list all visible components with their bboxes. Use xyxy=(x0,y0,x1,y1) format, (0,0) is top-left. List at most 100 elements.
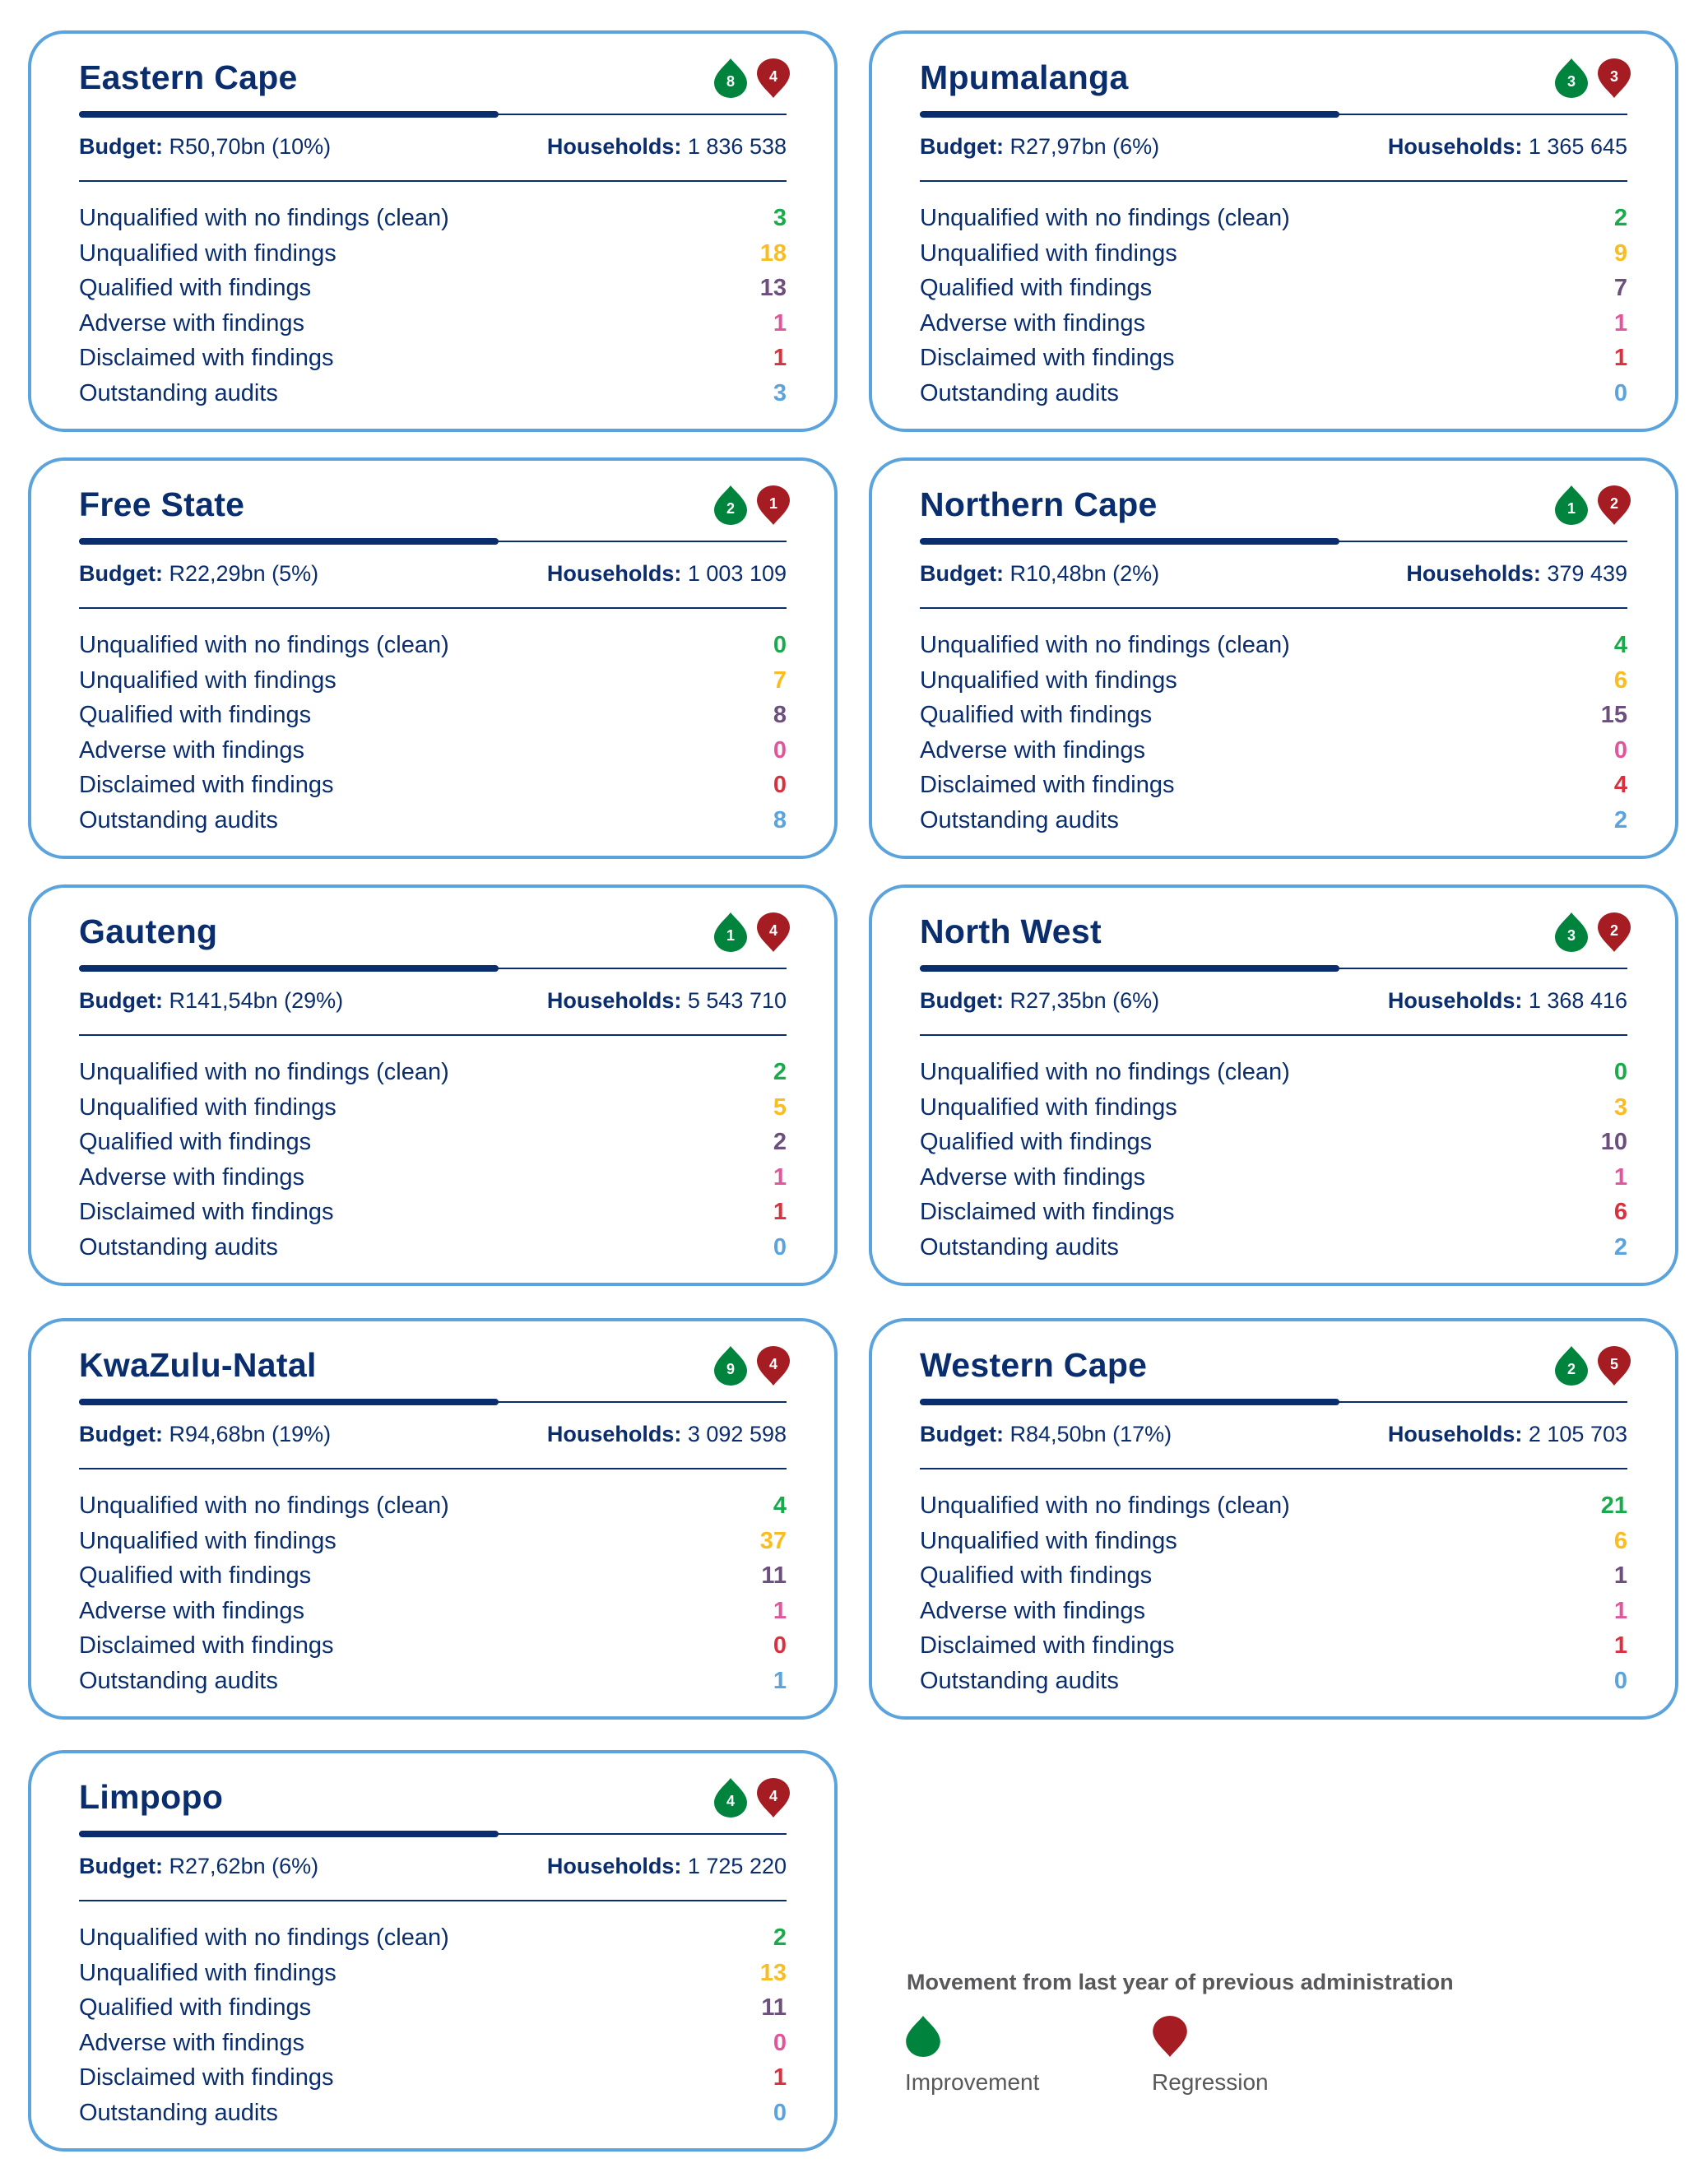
budget-value: R22,29bn (5%) xyxy=(169,561,319,586)
audit-row-label: Disclaimed with findings xyxy=(920,1632,1175,1660)
improvement-count: 8 xyxy=(726,73,735,90)
province-card-mpumalanga: Mpumalanga 3 3 Budget: R27,97bn (6%) Hou… xyxy=(869,30,1678,432)
audit-row-value: 2 xyxy=(1613,205,1627,231)
audit-row-label: Outstanding audits xyxy=(79,2099,278,2126)
title-underline xyxy=(79,538,499,545)
audit-row: Disclaimed with findings 4 xyxy=(920,768,1627,803)
audit-row: Outstanding audits 2 xyxy=(920,803,1627,838)
audit-row-value: 0 xyxy=(773,2099,787,2126)
improvement-badge: 2 xyxy=(1555,1346,1588,1386)
budget: Budget: R84,50bn (17%) xyxy=(920,1422,1172,1447)
province-title: Western Cape xyxy=(920,1346,1148,1384)
audit-row-value: 0 xyxy=(1613,736,1627,764)
audit-row: Disclaimed with findings 1 xyxy=(79,2060,787,2096)
budget: Budget: R27,97bn (6%) xyxy=(920,134,1159,160)
audit-row: Unqualified with findings 13 xyxy=(79,1956,787,1991)
province-card-northern-cape: Northern Cape 1 2 Budget: R10,48bn (2%) … xyxy=(869,457,1678,859)
audit-row-label: Qualified with findings xyxy=(79,275,312,302)
audit-row-label: Qualified with findings xyxy=(920,1129,1153,1156)
audit-row-value: 6 xyxy=(1613,666,1627,694)
audit-row-value: 4 xyxy=(1613,632,1627,658)
budget-households: Budget: R22,29bn (5%) Households: 1 003 … xyxy=(79,561,787,587)
regression-count: 4 xyxy=(768,922,777,939)
audit-outcomes: Unqualified with no findings (clean) 0 U… xyxy=(79,628,787,838)
budget-households: Budget: R27,35bn (6%) Households: 1 368 … xyxy=(920,988,1627,1014)
audit-row-value: 0 xyxy=(773,2029,787,2056)
teardrop-up-icon xyxy=(1555,485,1588,525)
audit-row: Unqualified with no findings (clean) 2 xyxy=(79,1055,787,1090)
households-label: Households: xyxy=(546,134,682,159)
audit-row-label: Disclaimed with findings xyxy=(920,772,1175,799)
audit-row: Qualified with findings 10 xyxy=(920,1125,1627,1160)
audit-row-value: 4 xyxy=(773,1493,787,1519)
audit-row: Unqualified with findings 18 xyxy=(79,236,787,272)
audit-row: Adverse with findings 0 xyxy=(920,733,1627,768)
households-label: Households: xyxy=(546,988,682,1013)
movement-badges: 8 4 xyxy=(714,58,790,98)
legend-improvement: Improvement xyxy=(905,2016,1039,2096)
audit-row-value: 0 xyxy=(773,736,787,764)
households-value: 3 092 598 xyxy=(687,1422,787,1446)
households: Households: 1 725 220 xyxy=(547,1854,787,1879)
audit-row: Unqualified with no findings (clean) 0 xyxy=(79,628,787,663)
audit-row-label: Unqualified with findings xyxy=(79,1093,336,1121)
budget-households: Budget: R141,54bn (29%) Households: 5 54… xyxy=(79,988,787,1014)
audit-row-label: Qualified with findings xyxy=(79,1129,312,1156)
audit-row: Outstanding audits 2 xyxy=(920,1230,1627,1265)
teardrop-up-icon xyxy=(714,58,747,98)
audit-row: Unqualified with findings 6 xyxy=(920,663,1627,699)
regression-count: 4 xyxy=(768,68,777,85)
budget-value: R27,62bn (6%) xyxy=(169,1854,319,1878)
audit-row-label: Disclaimed with findings xyxy=(79,2064,334,2091)
budget-value: R27,97bn (6%) xyxy=(1009,134,1160,159)
audit-row-value: 8 xyxy=(773,806,787,833)
meta-divider xyxy=(920,607,1627,609)
audit-row-value: 3 xyxy=(773,205,787,231)
audit-row: Adverse with findings 1 xyxy=(920,1160,1627,1195)
audit-row: Unqualified with findings 9 xyxy=(920,236,1627,272)
audit-row-label: Unqualified with no findings (clean) xyxy=(79,1493,449,1519)
teardrop-up-icon xyxy=(714,1346,747,1386)
regression-badge: 4 xyxy=(757,912,790,952)
teardrop-up-icon xyxy=(1555,912,1588,952)
audit-row-label: Qualified with findings xyxy=(79,1562,312,1590)
audit-row-value: 1 xyxy=(1613,345,1627,372)
budget-label: Budget: xyxy=(920,988,1004,1013)
audit-row-value: 1 xyxy=(773,1667,787,1694)
budget: Budget: R50,70bn (10%) xyxy=(79,134,331,160)
teardrop-up-icon xyxy=(1555,58,1588,98)
teardrop-down-icon xyxy=(1598,485,1631,525)
audit-row-value: 37 xyxy=(759,1527,787,1554)
audit-row-value: 3 xyxy=(773,379,787,406)
audit-row-label: Unqualified with findings xyxy=(920,1527,1177,1554)
households-value: 2 105 703 xyxy=(1528,1422,1627,1446)
audit-row-value: 13 xyxy=(759,275,787,302)
audit-row-value: 0 xyxy=(773,1233,787,1260)
audit-row-label: Unqualified with no findings (clean) xyxy=(920,1493,1290,1519)
movement-badges: 2 1 xyxy=(714,485,790,525)
audit-row-value: 7 xyxy=(773,666,787,694)
meta-divider xyxy=(920,1468,1627,1469)
province-title: Gauteng xyxy=(79,912,218,950)
budget-value: R141,54bn (29%) xyxy=(169,988,344,1013)
audit-row-label: Unqualified with findings xyxy=(79,666,336,694)
audit-row-value: 2 xyxy=(773,1924,787,1951)
audit-row: Unqualified with no findings (clean) 21 xyxy=(920,1488,1627,1524)
audit-row-label: Outstanding audits xyxy=(920,1667,1119,1694)
households: Households: 1 003 109 xyxy=(547,561,787,587)
audit-row-value: 21 xyxy=(1600,1493,1627,1519)
audit-row-value: 7 xyxy=(1613,275,1627,302)
budget: Budget: R27,35bn (6%) xyxy=(920,988,1159,1014)
meta-divider xyxy=(79,1900,787,1901)
households-label: Households: xyxy=(1387,1422,1523,1446)
audit-outcomes: Unqualified with no findings (clean) 2 U… xyxy=(79,1055,787,1265)
audit-row-label: Outstanding audits xyxy=(79,1667,278,1694)
audit-row-value: 1 xyxy=(773,309,787,337)
teardrop-down-icon xyxy=(757,1346,790,1386)
audit-row-value: 0 xyxy=(1613,1059,1627,1085)
improvement-count: 1 xyxy=(1566,500,1576,517)
province-title: Free State xyxy=(79,485,245,523)
audit-row-label: Unqualified with no findings (clean) xyxy=(79,1059,449,1085)
regression-badge: 1 xyxy=(757,485,790,525)
audit-row-label: Outstanding audits xyxy=(79,379,278,406)
